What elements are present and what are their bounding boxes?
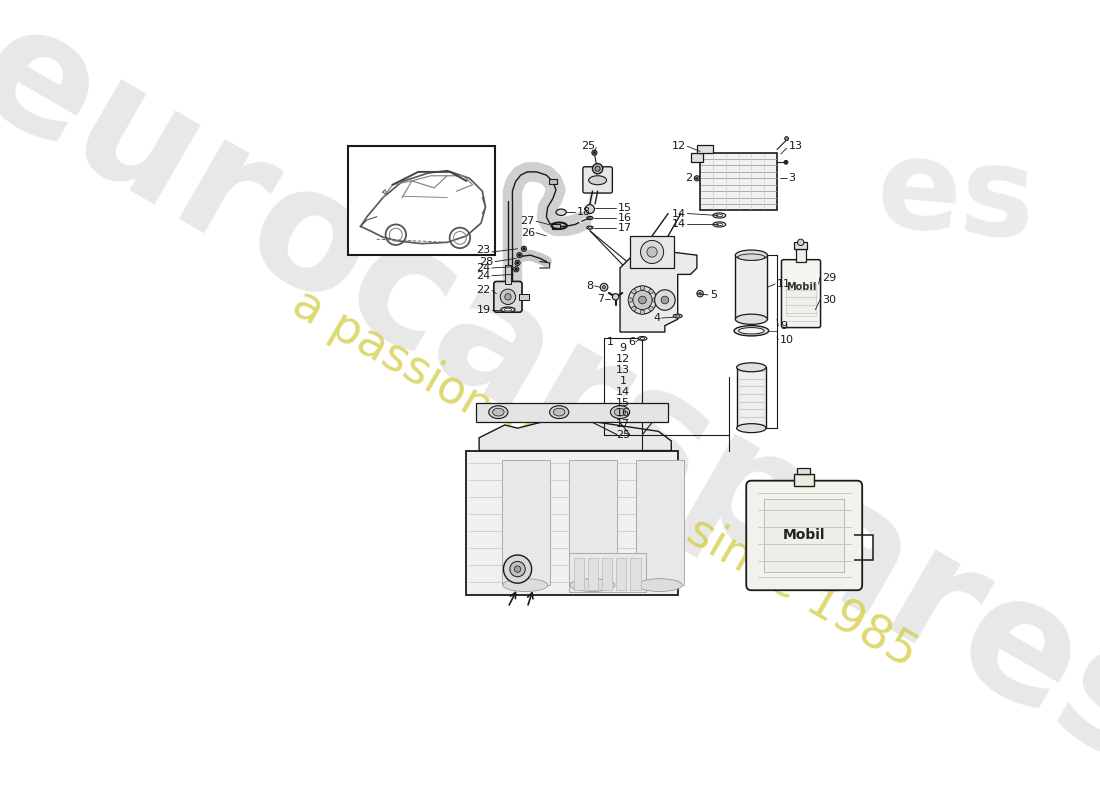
Text: 14: 14 xyxy=(672,209,686,218)
Text: 18: 18 xyxy=(576,207,591,218)
Ellipse shape xyxy=(716,214,723,217)
Text: 6: 6 xyxy=(628,337,635,346)
Ellipse shape xyxy=(550,406,569,418)
Bar xyxy=(588,558,598,590)
Text: es: es xyxy=(872,130,1041,265)
Ellipse shape xyxy=(736,314,768,324)
Circle shape xyxy=(785,162,786,163)
Text: 4: 4 xyxy=(653,313,660,323)
Bar xyxy=(629,236,674,268)
Bar xyxy=(794,242,807,249)
Text: 3: 3 xyxy=(789,174,795,183)
Bar xyxy=(549,179,557,184)
Text: 29: 29 xyxy=(822,273,836,282)
Text: 16: 16 xyxy=(618,213,632,223)
Circle shape xyxy=(515,566,520,572)
FancyBboxPatch shape xyxy=(746,481,862,590)
Bar xyxy=(505,265,512,284)
Circle shape xyxy=(505,294,512,300)
Circle shape xyxy=(694,176,700,181)
Text: Mobil: Mobil xyxy=(785,282,816,292)
Ellipse shape xyxy=(588,227,592,229)
Ellipse shape xyxy=(553,408,565,416)
Bar xyxy=(697,145,713,153)
Bar xyxy=(700,153,777,210)
Text: 25: 25 xyxy=(616,430,630,440)
Text: 11: 11 xyxy=(777,279,791,289)
Text: 19: 19 xyxy=(476,305,491,314)
Bar xyxy=(736,255,768,319)
Bar xyxy=(795,249,806,262)
Circle shape xyxy=(592,150,597,155)
Circle shape xyxy=(628,298,632,302)
Text: 15: 15 xyxy=(618,203,632,214)
Text: 12: 12 xyxy=(616,354,630,364)
Circle shape xyxy=(798,239,804,246)
Ellipse shape xyxy=(737,363,766,372)
Text: 7: 7 xyxy=(597,294,604,304)
Circle shape xyxy=(515,268,517,270)
Bar xyxy=(348,146,495,255)
Text: 17: 17 xyxy=(618,222,632,233)
Ellipse shape xyxy=(556,209,566,215)
Circle shape xyxy=(697,290,703,297)
Ellipse shape xyxy=(736,250,768,260)
FancyBboxPatch shape xyxy=(781,260,821,327)
Bar xyxy=(466,450,678,594)
Text: 30: 30 xyxy=(822,295,836,305)
Circle shape xyxy=(784,137,789,141)
Circle shape xyxy=(639,296,647,304)
Text: Mobil: Mobil xyxy=(783,529,825,542)
Ellipse shape xyxy=(713,222,726,227)
Text: 10: 10 xyxy=(780,334,794,345)
Circle shape xyxy=(640,310,645,314)
Text: 24: 24 xyxy=(476,270,491,281)
Circle shape xyxy=(652,298,657,302)
Circle shape xyxy=(640,286,645,290)
Ellipse shape xyxy=(734,326,769,336)
Bar xyxy=(574,558,584,590)
Text: 1: 1 xyxy=(607,337,614,346)
Circle shape xyxy=(631,289,636,294)
Ellipse shape xyxy=(713,213,726,218)
Circle shape xyxy=(647,247,657,257)
Text: 13: 13 xyxy=(616,365,630,375)
Ellipse shape xyxy=(716,223,723,226)
Circle shape xyxy=(603,286,606,289)
Bar xyxy=(476,402,668,422)
Circle shape xyxy=(500,289,516,305)
Text: 24: 24 xyxy=(476,263,491,273)
Text: 8: 8 xyxy=(586,281,593,291)
Bar xyxy=(798,468,811,474)
Polygon shape xyxy=(620,249,697,332)
Ellipse shape xyxy=(737,424,766,433)
Text: 25: 25 xyxy=(582,142,596,151)
Ellipse shape xyxy=(738,327,764,334)
Bar xyxy=(602,558,613,590)
Circle shape xyxy=(504,555,531,583)
Circle shape xyxy=(661,296,669,304)
Text: 5: 5 xyxy=(710,290,717,300)
Bar xyxy=(737,367,766,428)
Circle shape xyxy=(613,294,619,300)
Ellipse shape xyxy=(586,226,593,230)
Circle shape xyxy=(510,562,525,577)
Ellipse shape xyxy=(570,578,615,591)
Ellipse shape xyxy=(504,308,512,311)
Text: 16: 16 xyxy=(616,409,630,418)
Ellipse shape xyxy=(586,217,593,220)
Ellipse shape xyxy=(493,408,504,416)
Circle shape xyxy=(632,290,652,310)
Bar xyxy=(569,460,617,585)
Circle shape xyxy=(585,205,594,214)
Bar xyxy=(794,474,814,486)
Ellipse shape xyxy=(588,218,592,219)
Bar xyxy=(569,553,646,591)
Bar xyxy=(552,224,560,229)
Bar xyxy=(764,498,845,572)
Text: 14: 14 xyxy=(672,219,686,230)
Circle shape xyxy=(631,306,636,311)
Text: 1: 1 xyxy=(619,376,627,386)
Circle shape xyxy=(698,292,702,295)
